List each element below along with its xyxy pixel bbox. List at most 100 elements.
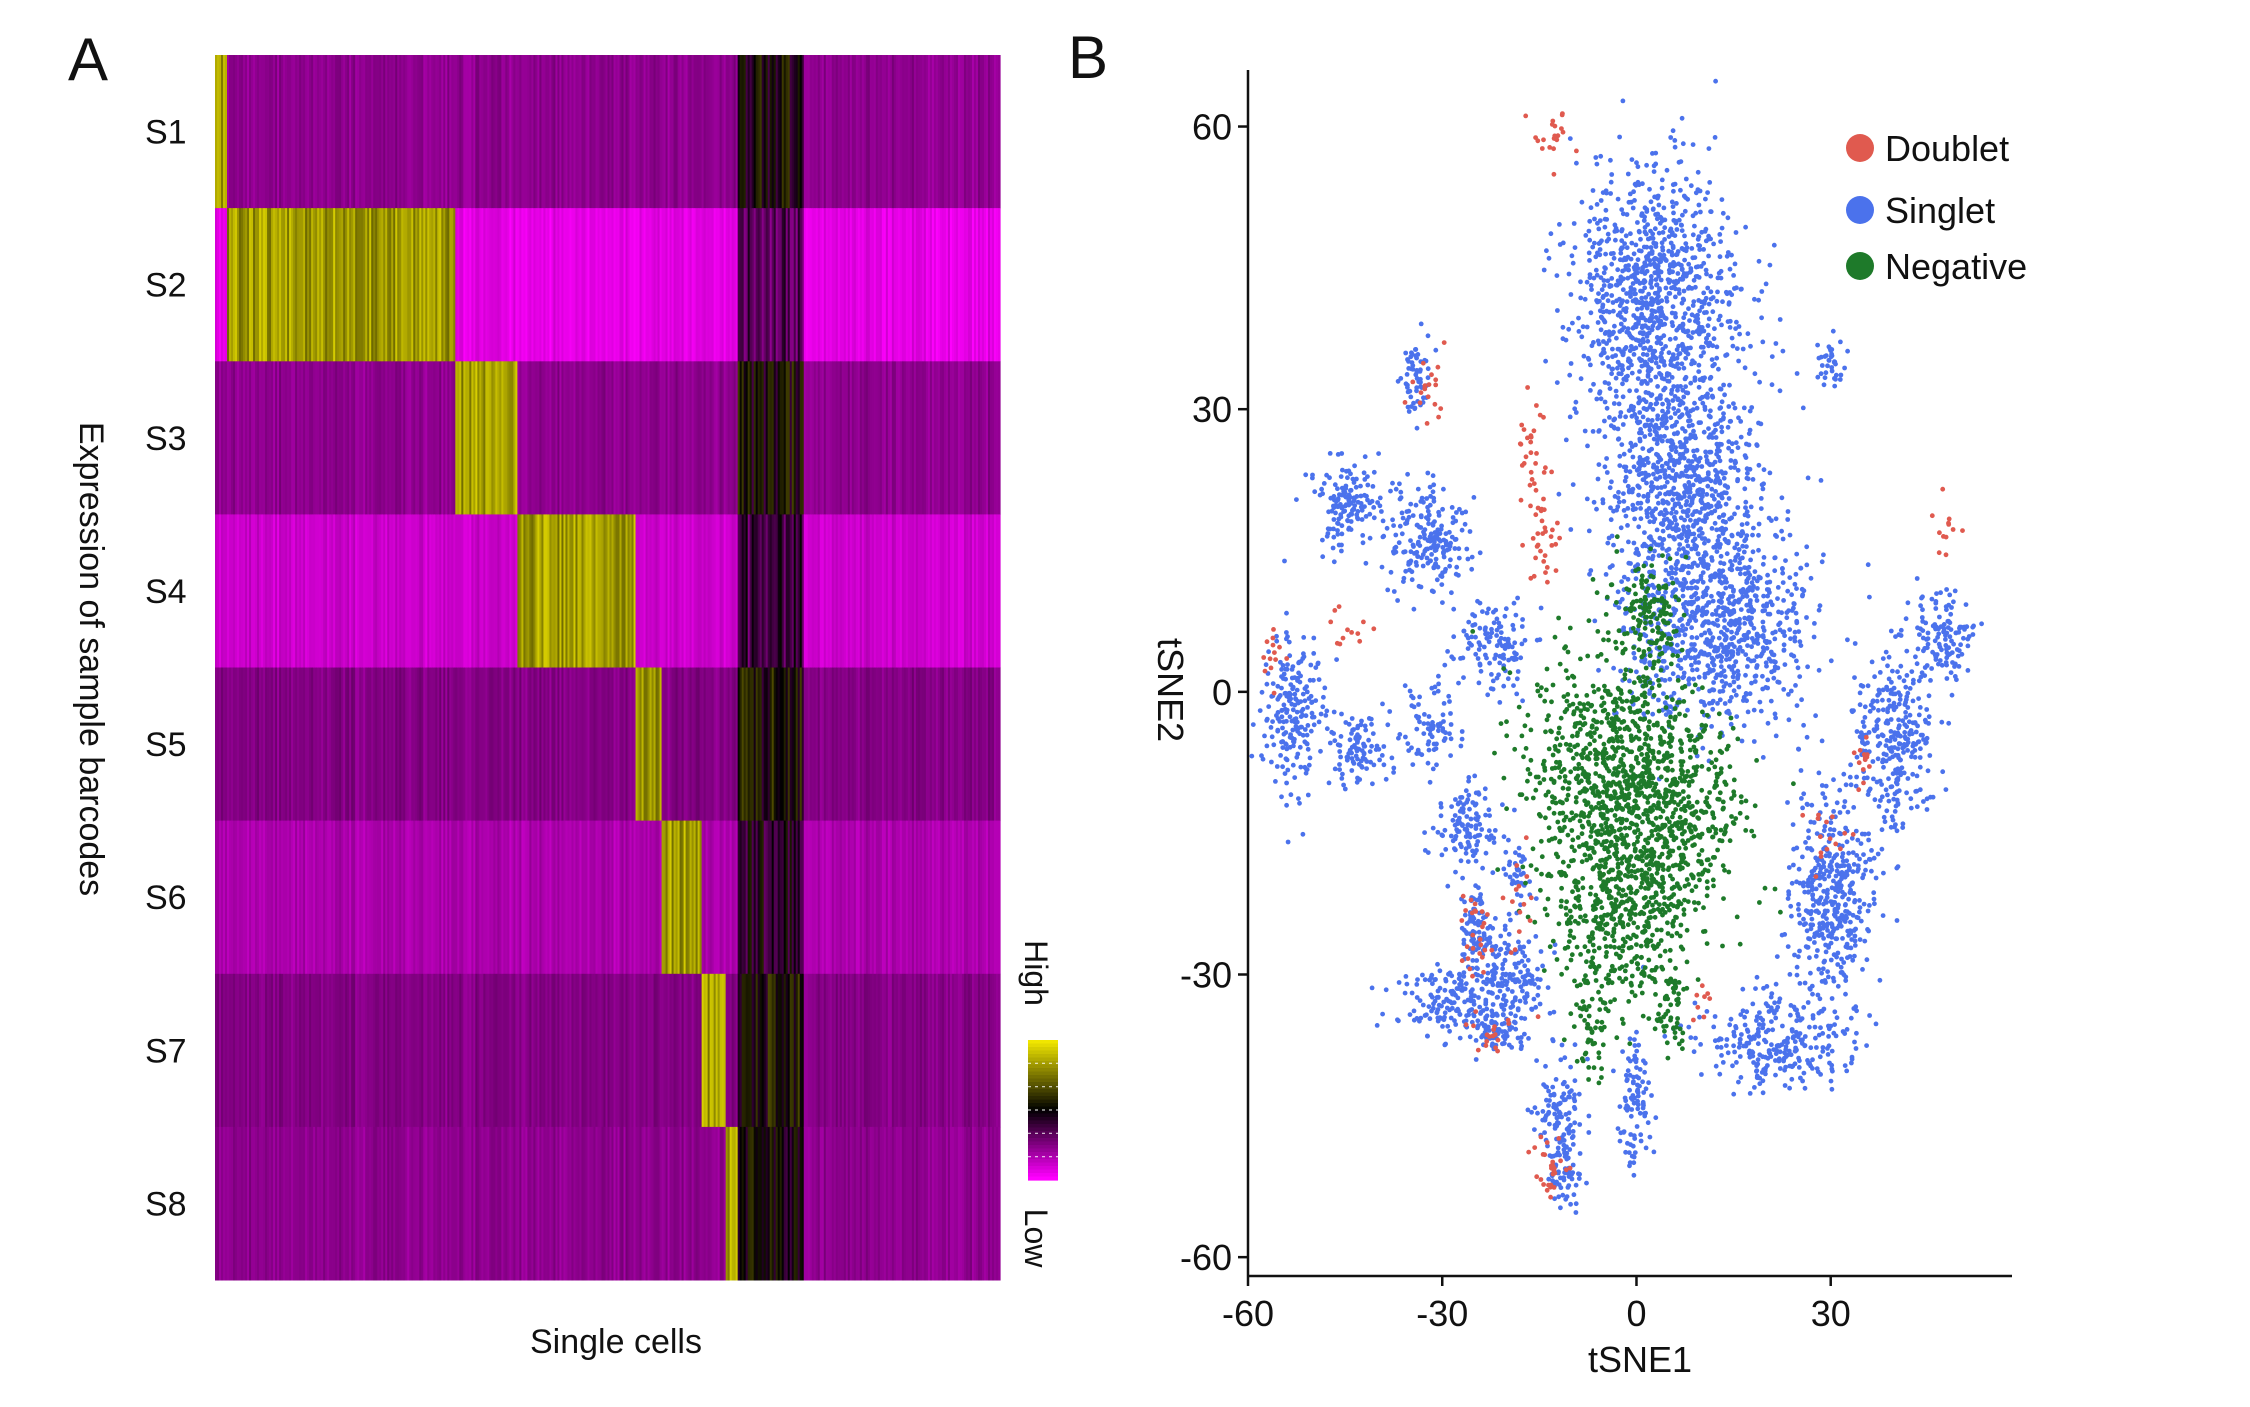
heatmap-cell [875,1126,879,1281]
heatmap-cell [825,820,829,975]
heatmap-cell [657,1126,661,1281]
heatmap-cell [751,973,755,1128]
scatter-point [1592,240,1597,246]
heatmap-cell [657,973,661,1128]
heatmap-cell [887,667,891,822]
heatmap-cell [775,208,779,362]
heatmap-cell [403,55,406,209]
heatmap-cell [771,361,775,515]
heatmap-cell [863,514,867,668]
heatmap-cell [889,1126,893,1281]
scatter-point [1617,1104,1623,1109]
heatmap-cell [525,55,528,209]
scatter-point [1757,699,1763,705]
heatmap-cell [605,1126,609,1281]
scatter-point [1742,621,1747,626]
heatmap-cell [313,973,316,1128]
scatter-point [1446,693,1452,699]
heatmap-cell [745,973,749,1128]
heatmap-cell [311,973,314,1128]
heatmap-cell [709,514,713,668]
heatmap-cell [603,208,607,362]
heatmap-cell [943,55,947,209]
heatmap-cell [969,208,973,362]
heatmap-cell [333,55,336,209]
heatmap-cell [821,667,825,822]
heatmap-cell [851,667,855,822]
heatmap-cell [677,1126,681,1281]
heatmap-cell [615,55,619,209]
heatmap-cell [905,973,909,1128]
heatmap-cell [689,55,693,209]
heatmap-cell [457,973,460,1128]
heatmap-cell [365,820,368,975]
heatmap-cell [983,55,987,209]
heatmap-cell [733,1126,737,1281]
heatmap-cell [621,361,625,515]
heatmap-cell [947,1126,951,1281]
heatmap-cell [227,973,230,1128]
heatmap-cell [769,667,773,822]
heatmap-cell [849,1126,853,1281]
heatmap-cell [857,1126,861,1281]
heatmap-cell [289,55,292,209]
heatmap-cell [877,208,881,362]
heatmap-cell [401,361,404,515]
heatmap-cell [247,667,250,822]
heatmap-cell [611,55,615,209]
heatmap-cell [531,1126,534,1281]
heatmap-cell [877,361,881,515]
heatmap-cell [765,514,769,668]
scatter-point [1713,1063,1719,1069]
heatmap-cell [509,55,512,209]
heatmap-cell [487,514,490,668]
heatmap-cell [443,973,446,1128]
heatmap-cell [487,1126,490,1281]
heatmap-cell [309,1126,312,1281]
heatmap-cell [307,820,310,975]
scatter-point [1929,666,1934,671]
heatmap-cell [945,973,949,1128]
heatmap-cell [991,973,995,1128]
heatmap-cell [961,514,965,668]
heatmap-cell [415,973,418,1128]
heatmap-cell [817,55,821,209]
heatmap-cell [651,55,655,209]
heatmap-cell [283,55,286,209]
heatmap-cell [905,1126,909,1281]
scatter-point [1635,1093,1641,1099]
scatter-point [1547,1121,1552,1127]
heatmap-cell [521,820,524,975]
scatter-point [1794,586,1799,591]
heatmap-cell [337,1126,340,1281]
heatmap-cell [647,55,651,209]
heatmap-cell [407,973,410,1128]
heatmap-cell [649,361,653,515]
heatmap-cell [949,208,953,362]
heatmap-cell [245,973,248,1128]
heatmap-cell [509,820,512,975]
heatmap-cell [523,208,526,362]
heatmap-cell [673,55,677,209]
heatmap-cell [857,361,861,515]
heatmap-cell [743,208,747,362]
scatter-point [1872,674,1877,680]
heatmap-cell [649,973,653,1128]
scatter-point [1611,308,1616,314]
heatmap-cell [747,208,751,362]
heatmap-cell [755,208,759,362]
scatter-point [1720,299,1725,305]
scatter-point [1896,717,1901,723]
heatmap-cell [271,973,274,1128]
heatmap-cell [599,1126,603,1281]
heatmap-cell [841,55,845,209]
heatmap-cell [491,820,494,975]
scatter-point [1780,536,1786,542]
heatmap-cell [301,667,304,822]
heatmap-cell [951,973,955,1128]
colorbar-segment [1028,1110,1058,1115]
heatmap-cell [233,667,236,822]
heatmap-cell [595,208,599,362]
heatmap-cell [959,667,963,822]
heatmap-cell [637,1126,641,1281]
